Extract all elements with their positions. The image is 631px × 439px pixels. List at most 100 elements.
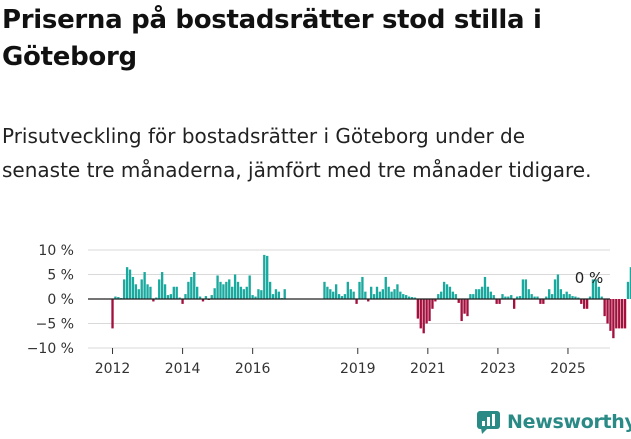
bar [618,299,621,329]
bar [123,279,126,299]
bar [440,291,443,299]
bar [131,276,135,299]
brand-logo[interactable]: Newsworthy [476,407,631,437]
bar [550,294,554,299]
bar [260,290,263,299]
bar [175,286,178,299]
bar [425,299,428,324]
bar [422,299,425,334]
bar [492,295,495,299]
bar [620,299,624,329]
bar [615,299,618,329]
bar [434,299,437,302]
bar [588,296,592,299]
bar [527,289,530,299]
bar [248,275,251,299]
bar [437,294,440,299]
bar [187,281,190,299]
bar [117,297,120,299]
x-tick-label: 2023 [480,361,516,377]
bar [536,296,539,299]
bar [515,296,519,299]
bar [210,295,213,299]
bar [213,288,216,299]
bar [143,272,146,299]
bar [181,299,184,304]
bar [198,296,202,299]
bar [597,286,600,299]
bar [510,295,513,299]
bar [332,291,335,299]
bar [553,279,557,299]
bar [530,294,533,299]
bar [114,296,117,299]
bar [431,299,434,309]
bar [225,281,228,299]
bar [343,294,347,299]
bar [146,284,149,299]
bar [405,295,408,299]
bar [533,296,536,299]
x-tick-label: 2021 [410,361,446,377]
bar [568,294,571,299]
y-tick-label: −5 % [36,317,74,333]
bar [378,291,382,299]
bar [580,299,583,304]
bar [283,289,286,299]
bar [236,281,240,299]
bar [565,291,568,299]
bar [489,291,492,299]
bar [370,286,373,299]
bar [271,294,275,299]
bar [410,297,414,299]
bar [195,286,199,299]
bar [577,297,580,299]
bar [263,254,266,299]
x-tick-label: 2012 [95,361,131,377]
bar [451,291,455,299]
latest-value-label: 0 % [575,269,604,287]
bar [355,299,358,304]
bar [480,286,484,299]
bar [600,296,603,299]
bar [274,289,278,299]
bar [277,291,281,299]
x-tick-label: 2019 [340,361,376,377]
bar [169,294,173,299]
brand-name: Newsworthy [507,411,631,433]
bar [242,289,246,299]
y-tick-label: −10 % [27,341,74,357]
y-tick-label: 5 % [47,268,74,284]
bar [448,286,452,299]
bar [591,279,595,299]
bar [352,291,355,299]
bar [184,294,187,299]
bar [612,299,615,339]
bar [152,299,155,302]
bar [539,299,542,304]
bar [346,281,349,299]
x-tick-label: 2014 [165,361,201,377]
bar [266,255,269,299]
bar [585,299,589,309]
bar [329,289,332,299]
bar [445,284,449,299]
bar [172,286,175,299]
bar [228,279,231,299]
bar [603,299,606,317]
y-tick-label: 0 % [47,292,74,308]
bar [160,272,164,299]
bar [387,286,390,299]
bar [626,281,630,299]
bar [454,294,457,299]
bar [222,284,225,299]
bar [393,289,396,299]
bar [518,296,522,299]
bar [381,289,385,299]
bar [428,299,431,322]
bar [609,299,612,331]
bar [574,296,577,299]
bar [399,291,402,299]
bar [542,299,545,304]
bar [334,284,338,299]
